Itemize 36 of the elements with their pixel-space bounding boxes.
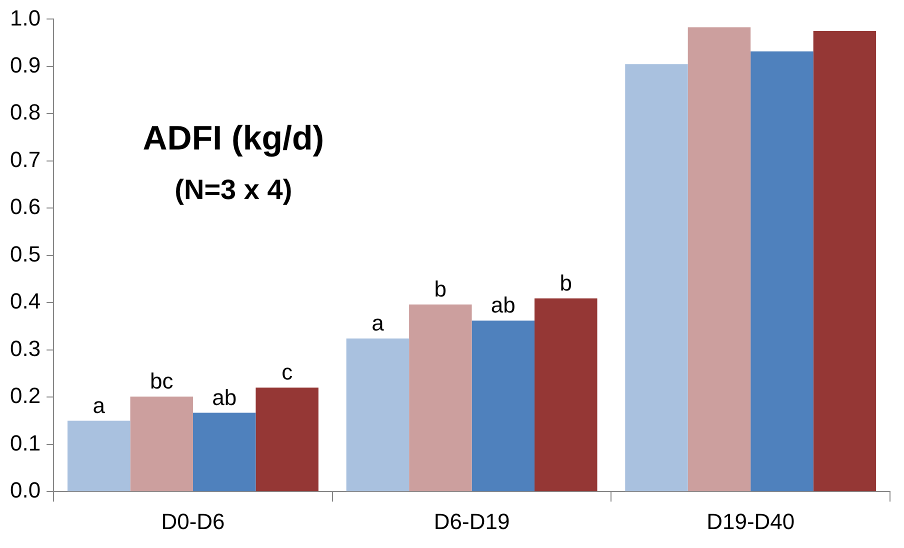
- y-tick-label: 1.0: [10, 5, 41, 30]
- y-tick-label: 0.7: [10, 146, 41, 172]
- y-tick-label: 0.3: [10, 336, 41, 361]
- y-tick-label: 0.1: [10, 430, 41, 456]
- data-label: a: [92, 392, 106, 418]
- bar: [813, 31, 876, 492]
- x-tick-label: D6-D19: [434, 508, 510, 534]
- data-label: c: [282, 360, 293, 385]
- y-tick-label: 0.9: [10, 52, 41, 78]
- text: ADFI (kg/d): [142, 120, 324, 158]
- x-tick-label: D0-D6: [161, 508, 225, 534]
- y-tick-label: 0.4: [10, 288, 41, 314]
- y-tick-label: 0.5: [10, 241, 41, 266]
- data-label: ab: [490, 292, 516, 318]
- data-label: ab: [212, 384, 237, 410]
- bar: [130, 396, 193, 492]
- data-label: b: [434, 276, 447, 302]
- bar: [68, 420, 130, 492]
- text: (N=3 x 4): [174, 174, 292, 205]
- bar: [256, 388, 318, 492]
- x-tick-label: D19-D40: [706, 508, 795, 534]
- y-tick-label: 0.6: [10, 194, 41, 220]
- bar: [688, 27, 751, 492]
- y-tick-label: 0.0: [10, 478, 41, 503]
- bar: [750, 51, 814, 492]
- data-label: b: [560, 270, 572, 296]
- bar: [346, 338, 410, 492]
- data-label: bc: [150, 368, 174, 394]
- bar: [192, 412, 256, 492]
- bar: [472, 320, 535, 492]
- y-tick-label: 0.2: [10, 383, 41, 408]
- bar: [625, 64, 688, 492]
- y-tick-label: 0.8: [10, 100, 41, 125]
- bar: [534, 298, 598, 492]
- data-label: a: [372, 310, 385, 336]
- bar: [409, 304, 472, 492]
